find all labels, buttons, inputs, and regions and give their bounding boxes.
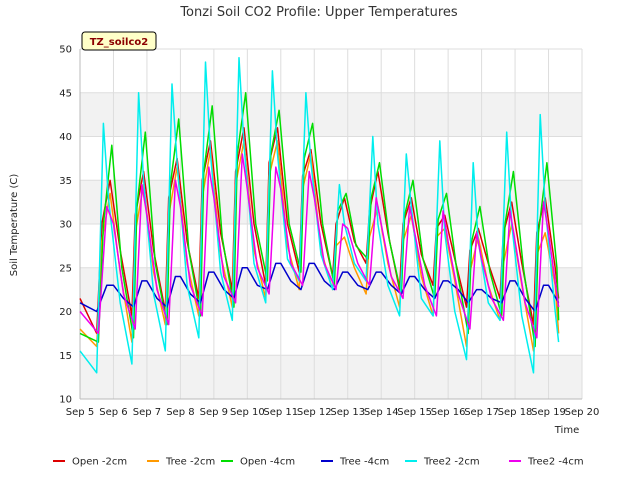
series-line-4: [79, 57, 560, 374]
legend-item: Open -2cm: [53, 457, 127, 468]
x-tick-label: Sep 18: [498, 407, 533, 418]
x-tick-label: Sep 20: [565, 407, 600, 418]
x-tick-label: Sep 6: [99, 407, 127, 418]
x-tick-label: Sep 14: [364, 407, 399, 418]
y-tick-label: 40: [59, 132, 72, 143]
x-tick-label: Sep 11: [263, 407, 298, 418]
y-tick-label: 20: [59, 307, 72, 318]
badge-label: TZ_soilco2: [90, 37, 149, 48]
legend: Open -2cm Tree -2cm Open -4cm Tree -4cm Tree…: [53, 457, 584, 468]
legend-item: Tree2 -4cm: [509, 457, 584, 468]
x-tick-label: Sep 7: [133, 407, 161, 418]
y-tick-label: 15: [59, 351, 72, 362]
series-layer: [79, 57, 560, 374]
y-tick-label: 35: [59, 176, 72, 187]
y-tick-label: 30: [59, 220, 72, 231]
legend-label: Tree2 -2cm: [423, 457, 480, 468]
y-tick-label: 25: [59, 263, 72, 274]
legend-item: Open -4cm: [221, 457, 295, 468]
x-tick-label: Sep 12: [297, 407, 332, 418]
axes: 10 15 20 25 30 35 40 45 50 Sep 5 Sep 6 Sep 7 Sep 8 Se…: [59, 45, 599, 419]
legend-label: Tree -2cm: [165, 457, 215, 468]
x-tick-label: Sep 10: [230, 407, 265, 418]
y-tick-label: 50: [59, 45, 72, 56]
plot-band: [80, 355, 582, 399]
series-line-5: [79, 153, 560, 339]
chart-title: Tonzi Soil CO2 Profile: Upper Temperatur…: [179, 5, 458, 20]
x-axis-title: Time: [554, 425, 579, 436]
x-tick-label: Sep 13: [330, 407, 365, 418]
legend-item: Tree -2cm: [147, 457, 215, 468]
y-axis-title: Soil Temperature (C): [9, 174, 20, 277]
legend-label: Open -4cm: [240, 457, 295, 468]
legend-item: Tree -4cm: [321, 457, 389, 468]
y-tick-label: 45: [59, 88, 72, 99]
x-tick-label: Sep 9: [200, 407, 228, 418]
x-tick-label: Sep 8: [166, 407, 194, 418]
legend-label: Tree2 -4cm: [527, 457, 584, 468]
x-tick-label: Sep 15: [397, 407, 432, 418]
badge-box: [81, 31, 157, 51]
series-line-2: [79, 92, 560, 348]
legend-item: Tree2 -2cm: [405, 457, 480, 468]
x-tick-label: Sep 19: [531, 407, 566, 418]
legend-label: Tree -4cm: [339, 457, 389, 468]
legend-label: Open -2cm: [72, 457, 127, 468]
y-tick-label: 10: [59, 395, 72, 406]
x-tick-label: Sep 17: [464, 407, 499, 418]
x-tick-label: Sep 5: [66, 407, 94, 418]
plot-band: [80, 180, 582, 224]
plot-band: [80, 92, 582, 137]
x-tick-label: Sep 16: [431, 407, 466, 418]
badge: TZ_soilco2: [81, 31, 157, 51]
